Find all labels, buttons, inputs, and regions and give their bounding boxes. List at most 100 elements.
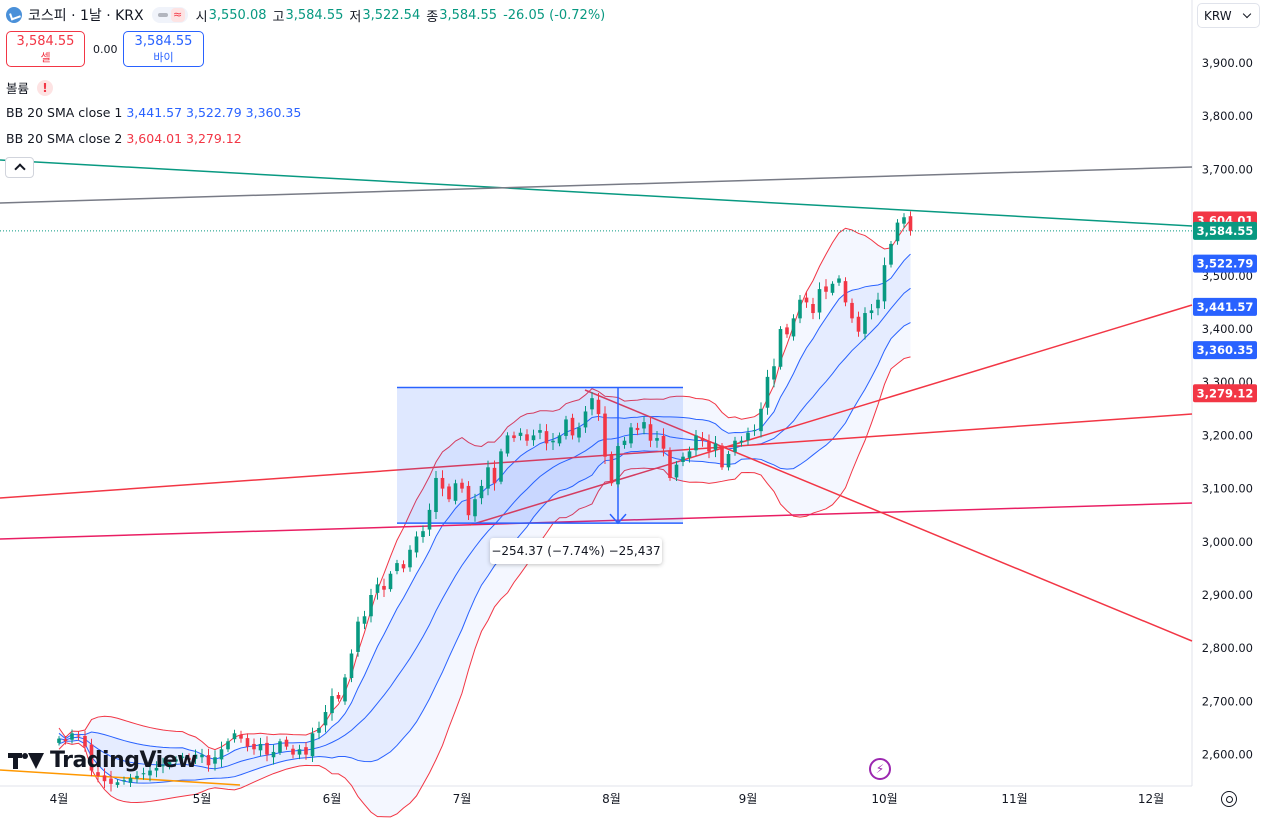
candle — [557, 432, 562, 447]
candle — [746, 427, 750, 446]
candle — [603, 406, 607, 465]
sell-button[interactable]: 3,584.55 셀 — [6, 31, 85, 67]
candle-body — [583, 411, 588, 428]
buy-button[interactable]: 3,584.55 바이 — [123, 31, 204, 67]
settings-gear-icon[interactable] — [1221, 791, 1237, 807]
candle-body — [453, 483, 458, 501]
candle-body — [499, 451, 503, 482]
x-tick-label: 5월 — [193, 792, 212, 806]
bb1-indicator[interactable]: BB 20 SMA close 1 3,441.57 3,522.79 3,36… — [6, 105, 301, 120]
currency-select[interactable]: KRW — [1197, 3, 1260, 28]
candle-body — [557, 435, 562, 444]
candle — [245, 733, 250, 752]
measure-box — [397, 387, 683, 524]
price-label: 3,584.55 — [1193, 221, 1257, 240]
y-tick-label: 3,000.00 — [1202, 535, 1253, 549]
chevron-down-icon — [1242, 9, 1252, 19]
candle-body — [700, 438, 705, 441]
candle — [635, 422, 640, 436]
candle-body — [265, 742, 269, 755]
candle-body — [219, 749, 224, 760]
candle — [798, 294, 802, 324]
flash-icon[interactable]: ⚡ — [869, 758, 891, 780]
price-label-bg — [1193, 297, 1257, 316]
trendline-gray — [0, 166, 1193, 204]
candle — [843, 277, 848, 307]
candle-body — [291, 748, 295, 755]
candle — [824, 279, 828, 300]
candle — [830, 281, 835, 296]
volume-indicator[interactable]: 볼륨 ! — [6, 78, 54, 97]
candle-body — [856, 316, 861, 332]
visibility-toggle[interactable]: ≈ — [151, 7, 188, 23]
candle — [739, 436, 744, 447]
candle-body — [466, 485, 471, 516]
bb2-indicator[interactable]: BB 20 SMA close 2 3,604.01 3,279.12 — [6, 131, 242, 146]
candle — [265, 736, 269, 762]
candle — [733, 436, 737, 456]
candle-body — [863, 313, 867, 334]
bb1-upper: 3,522.79 — [186, 105, 242, 120]
candle — [148, 764, 152, 782]
x-tick-label: 7월 — [453, 792, 472, 806]
candle-body — [421, 531, 425, 538]
candle — [856, 311, 861, 337]
candle-body — [811, 303, 815, 314]
bb1-basis: 3,441.57 — [126, 105, 183, 120]
candle-body — [70, 733, 74, 740]
candle-body — [551, 440, 555, 443]
low-label: 저 — [349, 9, 362, 25]
x-tick-label: 9월 — [739, 792, 758, 806]
minus-icon — [157, 13, 168, 17]
candle — [401, 560, 406, 573]
candle — [135, 771, 139, 784]
candle — [551, 433, 555, 450]
candle — [304, 742, 308, 760]
candle-body — [596, 399, 601, 415]
candle — [479, 479, 484, 505]
candle-body — [837, 278, 841, 283]
candle-body — [843, 281, 848, 303]
candle-body — [304, 747, 308, 755]
candle-body — [869, 310, 874, 314]
candle — [713, 436, 718, 458]
price-label-bg — [1193, 341, 1257, 360]
candle — [206, 748, 211, 772]
candle — [330, 688, 334, 721]
candle — [154, 761, 159, 778]
candle-body — [414, 536, 419, 553]
candle — [239, 730, 243, 743]
candle-body — [642, 422, 646, 429]
candle — [655, 431, 659, 448]
candle — [174, 756, 178, 765]
warning-icon[interactable]: ! — [37, 79, 54, 96]
candle — [180, 752, 185, 761]
candle-body — [817, 289, 822, 313]
price-label-text: 3,584.55 — [1197, 224, 1254, 238]
candle-body — [850, 302, 854, 319]
x-tick-label: 11월 — [1001, 792, 1027, 806]
symbol-title[interactable]: 코스피 · 1날 · KRX — [28, 8, 144, 24]
candle — [596, 393, 601, 421]
tradingview-logo[interactable]: TradingView — [8, 748, 197, 773]
candle-body — [570, 417, 575, 436]
candle — [128, 773, 133, 787]
collapse-legend-button[interactable] — [5, 157, 34, 178]
candle — [193, 749, 198, 764]
x-tick-label: 12월 — [1138, 792, 1164, 806]
candle-body — [408, 549, 412, 568]
candle-body — [655, 438, 659, 441]
candle-body — [271, 751, 276, 758]
candle-body — [226, 741, 230, 750]
trendline-red-3 — [584, 389, 1193, 642]
candle — [525, 429, 529, 446]
candle — [213, 750, 217, 771]
candle-body — [174, 759, 178, 762]
bb1-fill — [59, 254, 911, 784]
candle-body — [876, 299, 880, 309]
currency-value: KRW — [1204, 8, 1232, 23]
candle — [102, 768, 107, 789]
candle-body — [908, 216, 913, 231]
candle — [674, 461, 679, 481]
